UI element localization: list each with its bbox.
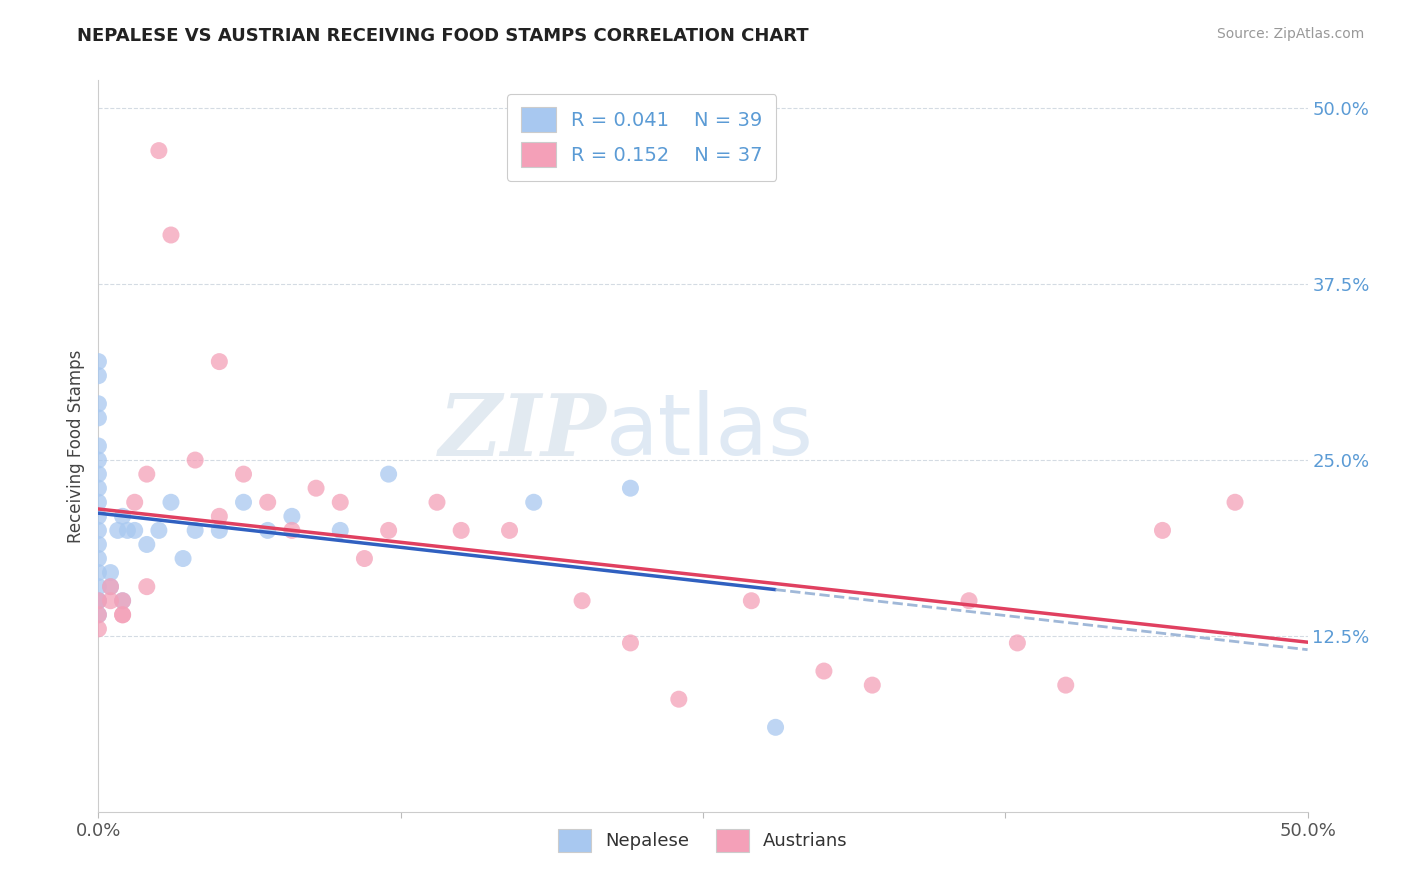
Point: [256, 524, 278, 538]
Text: atlas: atlas: [606, 390, 814, 473]
Point: [353, 551, 375, 566]
Point: [87, 537, 110, 551]
Point: [87, 439, 110, 453]
Point: [172, 551, 194, 566]
Point: [111, 607, 134, 622]
Point: [124, 495, 146, 509]
Point: [184, 524, 207, 538]
Point: [87, 593, 110, 607]
Point: [87, 593, 110, 607]
Point: [87, 481, 110, 495]
Point: [124, 524, 146, 538]
Point: [765, 720, 787, 734]
Point: [232, 467, 254, 482]
Point: [117, 524, 139, 538]
Legend: Nepalese, Austrians: Nepalese, Austrians: [550, 820, 856, 861]
Point: [571, 593, 593, 607]
Point: [668, 692, 690, 706]
Point: [740, 593, 762, 607]
Point: [87, 354, 110, 368]
Point: [860, 678, 883, 692]
Point: [1054, 678, 1077, 692]
Point: [111, 607, 134, 622]
Point: [329, 495, 352, 509]
Point: [957, 593, 980, 607]
Point: [87, 509, 110, 524]
Point: [135, 467, 157, 482]
Point: [87, 410, 110, 425]
Y-axis label: Receiving Food Stamps: Receiving Food Stamps: [66, 350, 84, 542]
Point: [281, 524, 304, 538]
Point: [1223, 495, 1246, 509]
Point: [87, 622, 110, 636]
Point: [135, 580, 157, 594]
Point: [450, 524, 472, 538]
Point: [305, 481, 328, 495]
Point: [111, 593, 134, 607]
Point: [111, 593, 134, 607]
Point: [87, 467, 110, 482]
Point: [100, 580, 122, 594]
Point: [107, 524, 129, 538]
Point: [377, 467, 399, 482]
Point: [87, 607, 110, 622]
Point: [426, 495, 449, 509]
Point: [523, 495, 546, 509]
Point: [87, 453, 110, 467]
Point: [100, 566, 122, 580]
Point: [87, 551, 110, 566]
Point: [100, 580, 122, 594]
Point: [619, 481, 641, 495]
Point: [619, 636, 641, 650]
Text: Source: ZipAtlas.com: Source: ZipAtlas.com: [1216, 27, 1364, 41]
Text: ZIP: ZIP: [439, 390, 606, 473]
Point: [329, 524, 352, 538]
Point: [148, 144, 170, 158]
Point: [208, 509, 231, 524]
Point: [1152, 524, 1174, 538]
Point: [87, 607, 110, 622]
Point: [87, 495, 110, 509]
Point: [160, 495, 183, 509]
Point: [87, 580, 110, 594]
Point: [100, 593, 122, 607]
Point: [87, 397, 110, 411]
Point: [281, 509, 304, 524]
Point: [377, 524, 399, 538]
Point: [87, 593, 110, 607]
Point: [208, 354, 231, 368]
Point: [1007, 636, 1029, 650]
Point: [498, 524, 520, 538]
Text: NEPALESE VS AUSTRIAN RECEIVING FOOD STAMPS CORRELATION CHART: NEPALESE VS AUSTRIAN RECEIVING FOOD STAM…: [77, 27, 808, 45]
Point: [111, 509, 134, 524]
Point: [184, 453, 207, 467]
Point: [256, 495, 278, 509]
Point: [148, 524, 170, 538]
Point: [160, 227, 183, 242]
Point: [813, 664, 835, 678]
Point: [232, 495, 254, 509]
Point: [87, 566, 110, 580]
Point: [135, 537, 157, 551]
Point: [87, 524, 110, 538]
Point: [87, 368, 110, 383]
Point: [208, 524, 231, 538]
